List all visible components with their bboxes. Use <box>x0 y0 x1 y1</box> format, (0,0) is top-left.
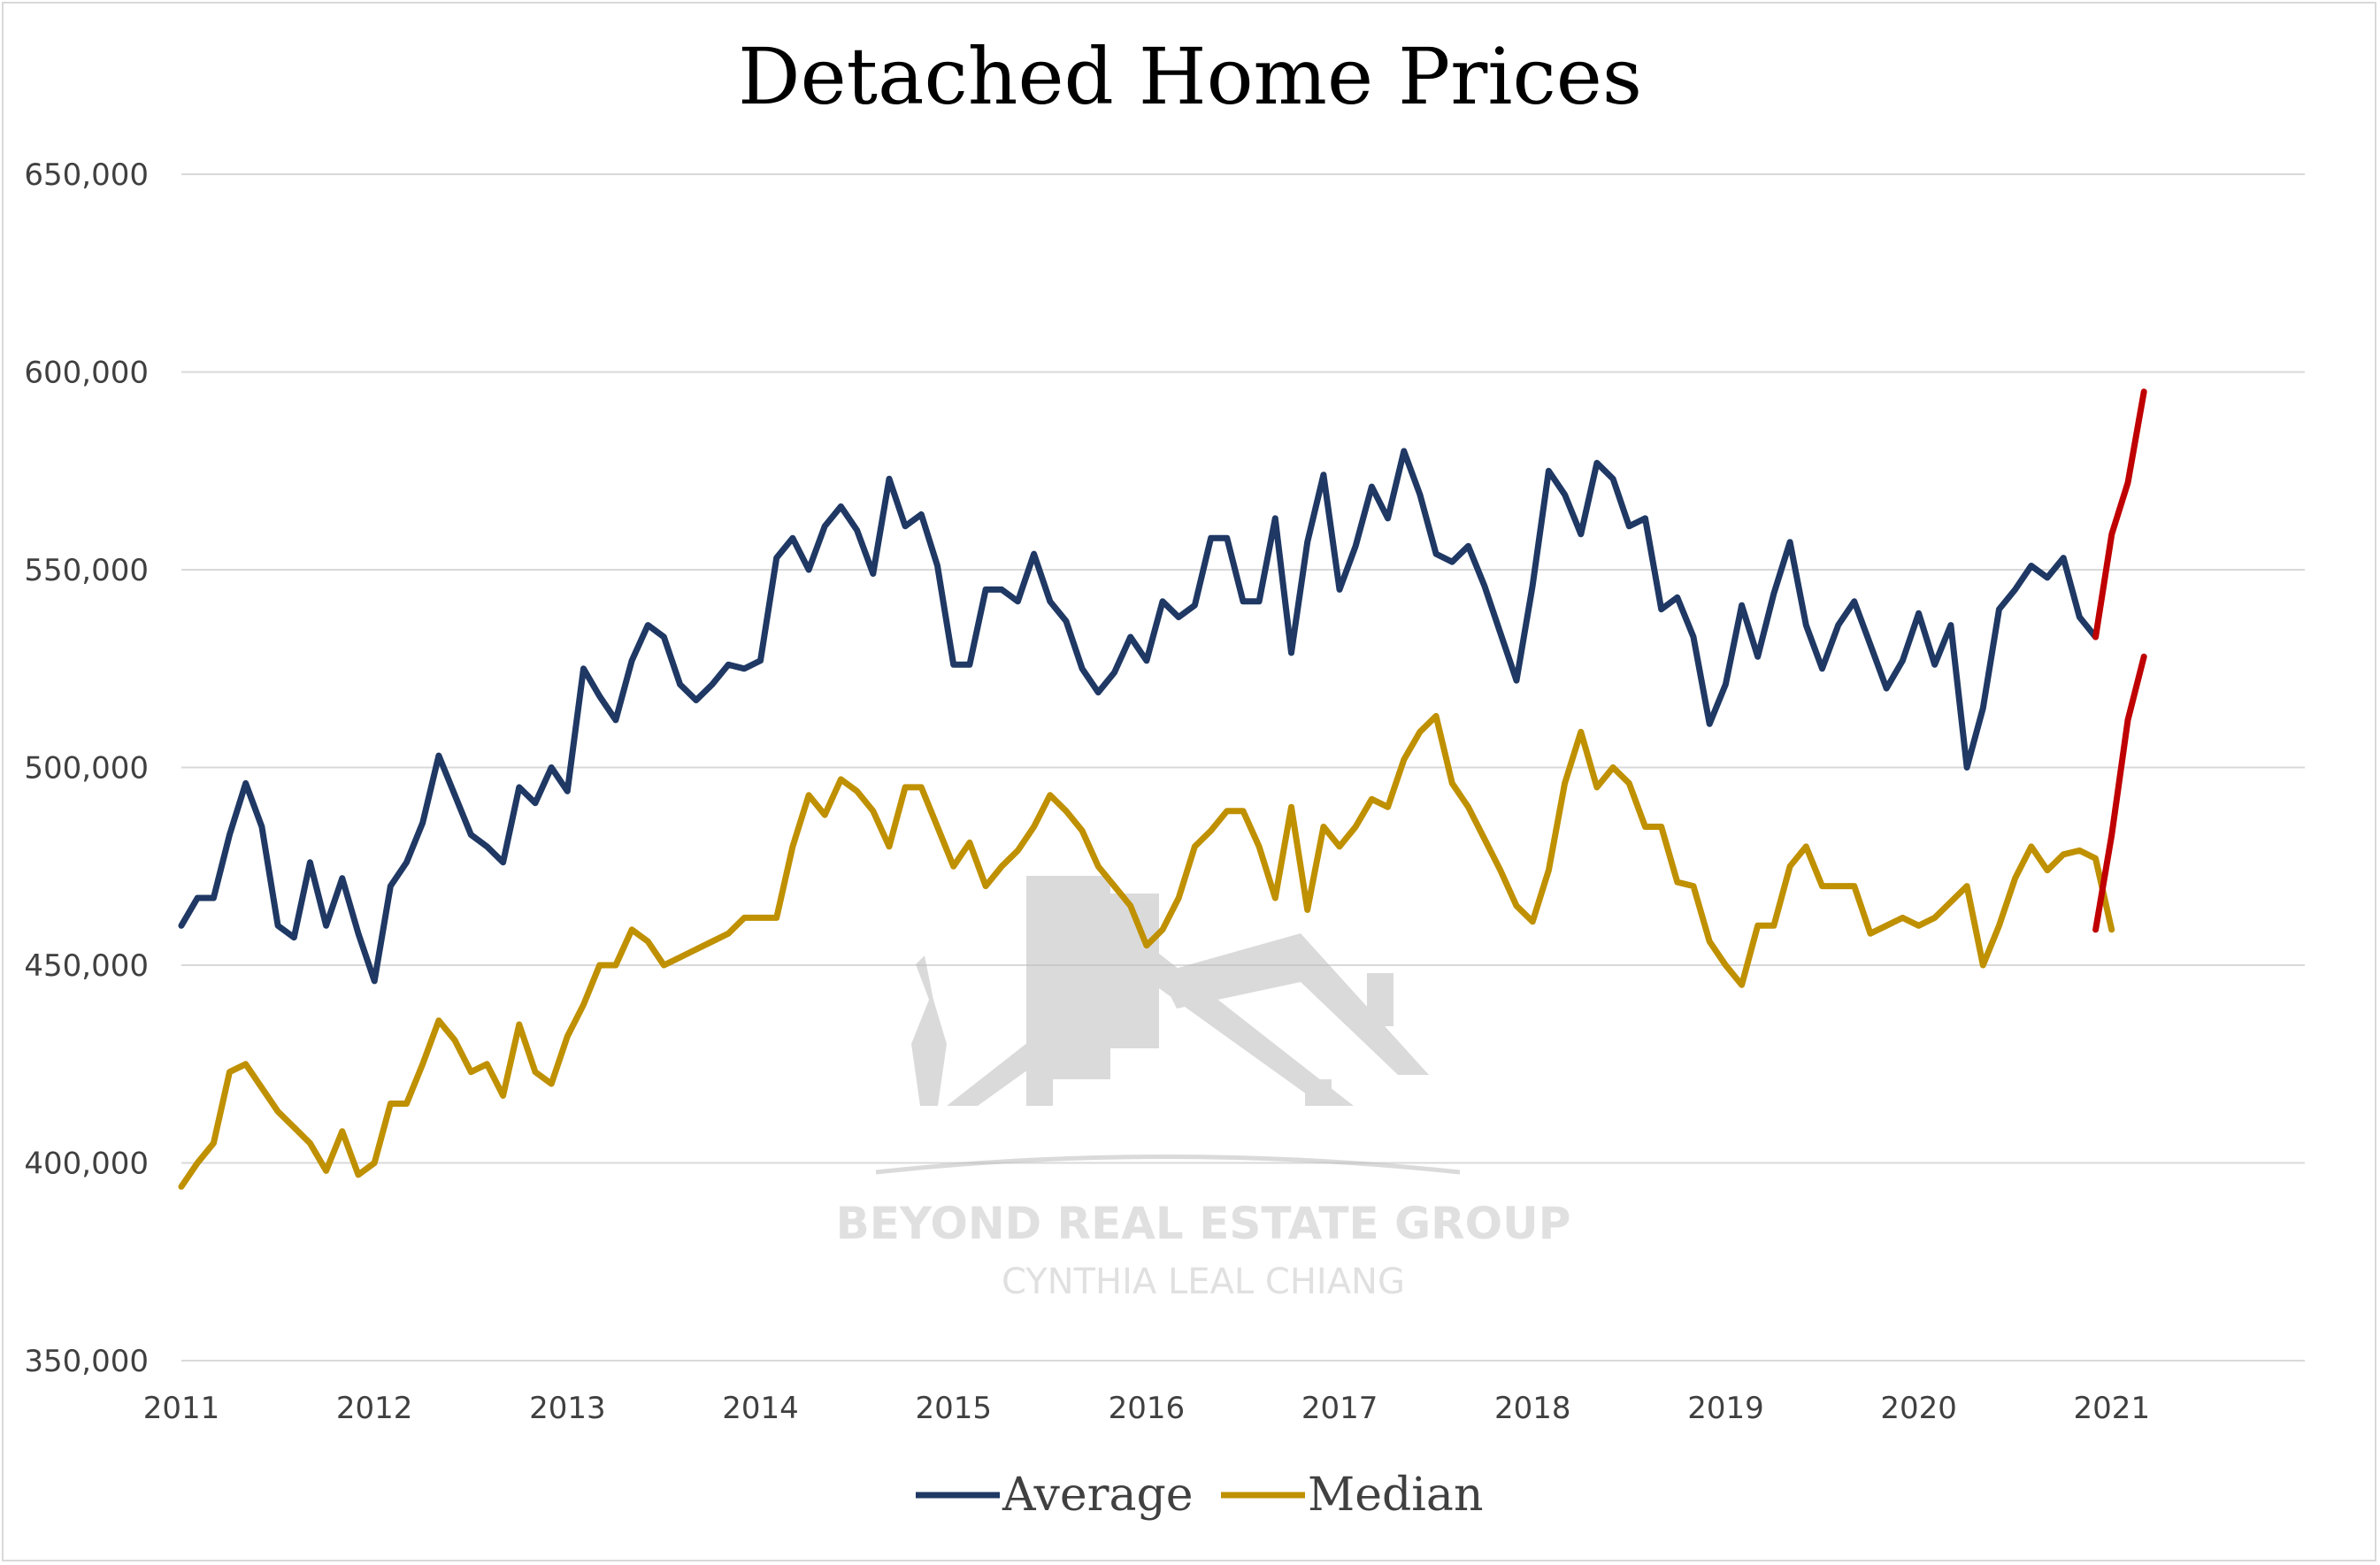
y-axis-ticks: 350,000 400,000 450,000 500,000 550,000 600,0… <box>24 157 149 1379</box>
y-tick-label: 400,000 <box>24 1147 149 1182</box>
watermark-house-icon <box>875 876 1461 1175</box>
watermark-logo: BEYOND REAL ESTATE GROUP CYNTHIA LEAL CH… <box>836 876 1571 1302</box>
forecast-line-average <box>2092 388 2147 641</box>
x-tick-label: 2013 <box>529 1391 606 1426</box>
legend-label-median: Median <box>1308 1469 1483 1522</box>
x-tick-label: 2021 <box>2074 1391 2151 1426</box>
series-lines <box>178 388 2147 1190</box>
x-tick-label: 2015 <box>915 1391 992 1426</box>
watermark-line2: CYNTHIA LEAL CHIANG <box>1002 1262 1405 1302</box>
x-tick-label: 2011 <box>143 1391 220 1426</box>
y-tick-label: 450,000 <box>24 948 149 984</box>
chart-title: Detached Home Prices <box>738 31 1642 122</box>
y-tick-label: 650,000 <box>24 157 149 193</box>
x-tick-label: 2012 <box>336 1391 413 1426</box>
legend-label-average: Average <box>1002 1469 1194 1522</box>
forecast-line-median <box>2092 653 2147 933</box>
y-tick-label: 500,000 <box>24 751 149 786</box>
x-tick-label: 2016 <box>1109 1391 1186 1426</box>
x-tick-label: 2017 <box>1301 1391 1378 1426</box>
watermark-line1: BEYOND REAL ESTATE GROUP <box>836 1198 1571 1249</box>
y-tick-label: 550,000 <box>24 553 149 588</box>
x-tick-label: 2019 <box>1687 1391 1764 1426</box>
series-line-average <box>178 448 2099 985</box>
series-line-median <box>178 712 2115 1190</box>
x-tick-label: 2020 <box>1880 1391 1957 1426</box>
x-axis-ticks: 2011 2012 2013 2014 2015 2016 2017 2018 2019 2020… <box>143 1391 2150 1426</box>
y-tick-label: 350,000 <box>24 1344 149 1379</box>
legend: Average Median <box>916 1469 1483 1522</box>
x-tick-label: 2014 <box>722 1391 799 1426</box>
x-tick-label: 2018 <box>1494 1391 1571 1426</box>
gridlines <box>181 173 2305 1362</box>
y-tick-label: 600,000 <box>24 356 149 391</box>
